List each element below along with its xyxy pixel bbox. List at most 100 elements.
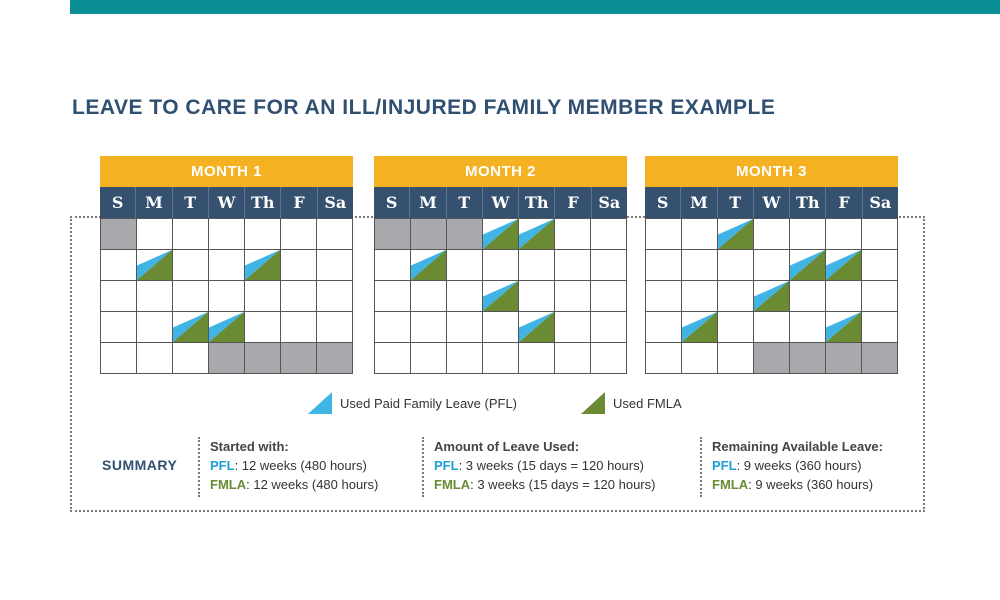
split-leave-icon bbox=[718, 219, 753, 249]
calendar-week-row bbox=[646, 312, 898, 343]
calendar-day-cell bbox=[718, 281, 754, 312]
day-of-week-label: Sa bbox=[869, 193, 892, 212]
calendar-day-cell bbox=[173, 281, 209, 312]
calendar-day-cell bbox=[209, 219, 245, 250]
calendar-day-cell bbox=[754, 250, 790, 281]
day-of-week-label: W bbox=[483, 187, 520, 218]
calendar-day-cell bbox=[555, 250, 591, 281]
calendar-day-cell bbox=[682, 281, 718, 312]
day-of-week-label: Th bbox=[519, 187, 556, 218]
calendar-day-cell bbox=[682, 219, 718, 250]
calendar-day-cell bbox=[718, 343, 754, 374]
calendar-day-cell bbox=[862, 250, 898, 281]
calendar-day-cell bbox=[555, 343, 591, 374]
calendar-day-cell bbox=[375, 250, 411, 281]
calendar-day-cell bbox=[555, 312, 591, 343]
calendar-day-cell bbox=[317, 312, 353, 343]
unavailable-day-cell bbox=[281, 343, 317, 374]
split-leave-icon bbox=[137, 250, 172, 280]
pfl-key: PFL bbox=[210, 458, 235, 473]
calendar-day-cell bbox=[862, 219, 898, 250]
calendar-day-cell bbox=[173, 250, 209, 281]
calendar-day-cell bbox=[245, 281, 281, 312]
unavailable-day-cell bbox=[245, 343, 281, 374]
calendar-day-cell bbox=[646, 281, 682, 312]
calendar-day-cell bbox=[317, 219, 353, 250]
day-of-week-label: W bbox=[754, 187, 791, 218]
top-accent-bar bbox=[70, 0, 1000, 14]
day-of-week-label: T bbox=[718, 187, 754, 218]
calendar-day-cell bbox=[519, 250, 555, 281]
calendar-day-cell bbox=[519, 281, 555, 312]
calendar-week-row bbox=[375, 281, 627, 312]
calendar-day-cell bbox=[281, 312, 317, 343]
pfl-value: : 9 weeks (360 hours) bbox=[736, 458, 862, 473]
calendar-day-cell bbox=[137, 281, 173, 312]
unavailable-day-cell bbox=[790, 343, 826, 374]
calendar-day-cell bbox=[591, 312, 627, 343]
fmla-key: FMLA bbox=[434, 477, 471, 492]
summary-heading: Started with: bbox=[210, 439, 289, 454]
split-leave-icon bbox=[682, 312, 717, 342]
day-of-week-row: S M T W Th F Sa bbox=[645, 187, 898, 218]
calendar-day-cell bbox=[375, 281, 411, 312]
leave-day-cell bbox=[209, 312, 245, 343]
calendar-day-cell bbox=[137, 312, 173, 343]
calendar-day-cell bbox=[591, 250, 627, 281]
calendar-day-cell bbox=[317, 281, 353, 312]
calendar-day-cell bbox=[173, 219, 209, 250]
leave-day-cell bbox=[411, 250, 447, 281]
green-triangle-icon bbox=[581, 392, 605, 414]
day-of-week-row: S M T W Th F Sa bbox=[100, 187, 353, 218]
fmla-key: FMLA bbox=[210, 477, 247, 492]
unavailable-day-cell bbox=[101, 219, 137, 250]
split-leave-icon bbox=[790, 250, 825, 280]
calendar-week-row bbox=[375, 312, 627, 343]
summary-pfl-line: PFL: 9 weeks (360 hours) bbox=[712, 456, 883, 475]
calendar-day-cell bbox=[173, 343, 209, 374]
unavailable-day-cell bbox=[209, 343, 245, 374]
unavailable-day-cell bbox=[754, 343, 790, 374]
leave-day-cell bbox=[519, 219, 555, 250]
month-header: MONTH 1 bbox=[100, 156, 353, 187]
calendar-day-cell bbox=[591, 219, 627, 250]
month-calendar: MONTH 2 S M T W Th F Sa bbox=[374, 156, 627, 374]
calendar-day-cell bbox=[646, 312, 682, 343]
calendar-day-cell bbox=[447, 343, 483, 374]
pfl-key: PFL bbox=[434, 458, 459, 473]
calendar-day-cell bbox=[591, 281, 627, 312]
summary-label: SUMMARY bbox=[102, 457, 178, 473]
leave-day-cell bbox=[483, 219, 519, 250]
fmla-value: : 12 weeks (480 hours) bbox=[246, 477, 379, 492]
day-of-week-label: S bbox=[100, 187, 137, 218]
calendar-day-cell bbox=[411, 312, 447, 343]
calendar-day-cell bbox=[101, 312, 137, 343]
calendar-week-row bbox=[101, 219, 353, 250]
calendar-day-cell bbox=[245, 312, 281, 343]
legend-pfl: Used Paid Family Leave (PFL) bbox=[308, 392, 517, 414]
calendar-day-cell bbox=[862, 312, 898, 343]
pfl-key: PFL bbox=[712, 458, 737, 473]
unavailable-day-cell bbox=[411, 219, 447, 250]
day-of-week-label: M bbox=[136, 187, 173, 218]
leave-day-cell bbox=[754, 281, 790, 312]
leave-day-cell bbox=[245, 250, 281, 281]
calendar-week-row bbox=[375, 343, 627, 374]
calendar-week-row bbox=[101, 343, 353, 374]
fmla-value: : 9 weeks (360 hours) bbox=[748, 477, 874, 492]
calendar-day-cell bbox=[826, 281, 862, 312]
split-leave-icon bbox=[245, 250, 280, 280]
day-of-week-label: Sa bbox=[598, 193, 621, 212]
day-of-week-label: Sa bbox=[324, 193, 347, 212]
legend-fmla-label: Used FMLA bbox=[613, 395, 682, 411]
calendar-day-cell bbox=[555, 281, 591, 312]
leave-day-cell bbox=[682, 312, 718, 343]
calendar-day-cell bbox=[281, 281, 317, 312]
split-leave-icon bbox=[209, 312, 244, 342]
fmla-value: : 3 weeks (15 days = 120 hours) bbox=[470, 477, 656, 492]
leave-day-cell bbox=[173, 312, 209, 343]
calendar-day-cell bbox=[101, 281, 137, 312]
unavailable-day-cell bbox=[375, 219, 411, 250]
calendar-day-cell bbox=[519, 343, 555, 374]
leave-day-cell bbox=[826, 312, 862, 343]
